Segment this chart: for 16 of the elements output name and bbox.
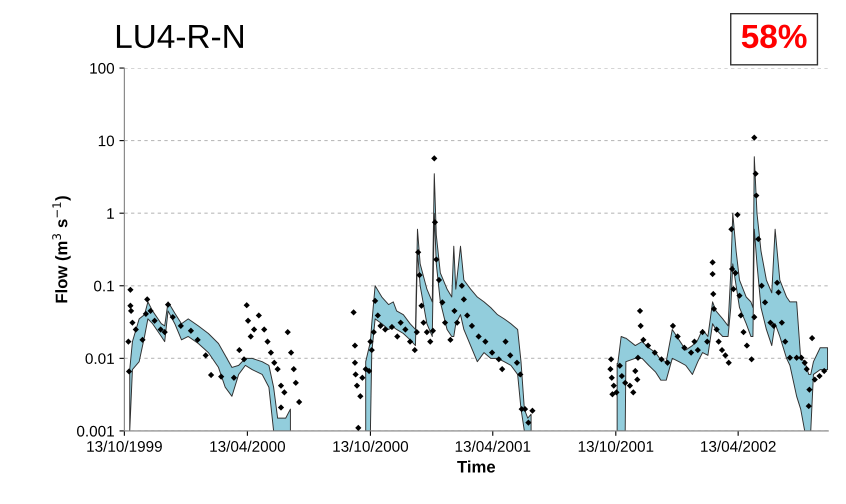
chart-title: LU4-R-N (116, 24, 243, 48)
y-tick-label: 0.01 (86, 353, 114, 364)
y-tick-label: 1 (107, 208, 114, 219)
y-tick-label: 0.001 (77, 426, 114, 437)
x-tick-label: 13/10/1999 (87, 440, 162, 452)
y-tick-label: 10 (98, 135, 114, 146)
y-axis-title: Flow (m$^{3}$ s$^{−1}$) (52, 196, 71, 303)
x-tick-label: 13/04/2000 (210, 440, 286, 452)
x-axis-title: Time (457, 460, 496, 473)
text: 58% (742, 24, 807, 48)
x-tick-label: 13/04/2001 (456, 440, 530, 452)
x-tick-label: 13/04/2002 (701, 440, 776, 452)
y-tick-label: 0.1 (94, 280, 114, 292)
x-tick-label: 13/10/2001 (578, 440, 654, 452)
x-tick-label: 13/10/2000 (333, 440, 408, 452)
y-tick-label: 100 (90, 62, 114, 74)
